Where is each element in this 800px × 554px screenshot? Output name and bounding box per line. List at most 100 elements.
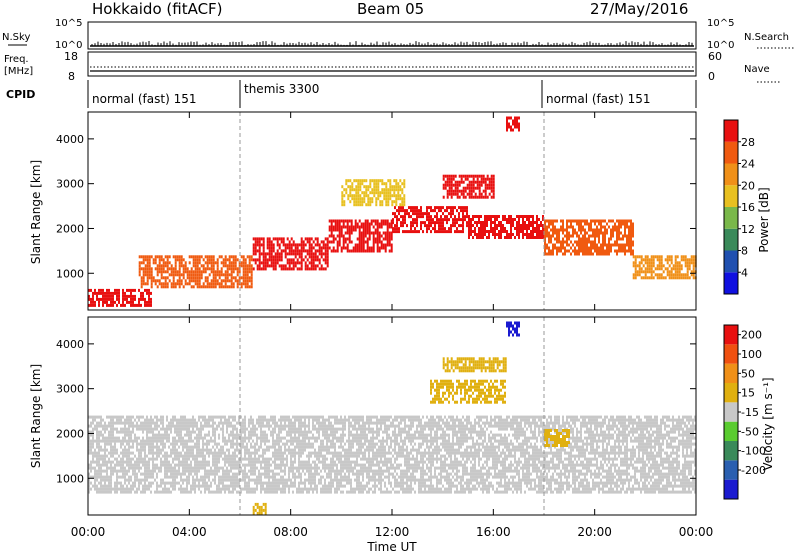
freq-tick-top: 18 [64, 50, 78, 63]
time-axis-label: Time UT [366, 540, 417, 554]
colorbar-segment [724, 163, 738, 186]
power-colorbar-label: Power [dB] [757, 187, 771, 252]
y-tick-label: 3000 [56, 383, 84, 396]
data-region-4 [328, 219, 393, 253]
colorbar-segment [724, 460, 738, 480]
cpid-segment-2: themis 3300 [244, 82, 319, 96]
data-region-11 [506, 116, 520, 132]
station-title: Hokkaido (fitACF) [92, 0, 223, 18]
x-tick-label: 00:00 [679, 525, 714, 539]
y-tick-label: 1000 [56, 472, 84, 485]
colorbar-segment [724, 185, 738, 207]
data-region-5 [252, 502, 267, 515]
velocity-colorbar: 200 100 50 15 -15 -50 -100 -200 [723, 324, 766, 500]
data-region-3 [252, 237, 329, 271]
cpid-panel: CPID normal (fast) 151 themis 3300 norma… [6, 80, 697, 108]
colorbar-segment [724, 141, 738, 164]
nsky-trace [90, 41, 694, 47]
colorbar-tick-label: -50 [741, 425, 759, 438]
colorbar-segment [724, 363, 738, 383]
y-tick-label: 3000 [56, 178, 84, 191]
data-region-9 [442, 174, 495, 199]
colorbar-segment [724, 421, 738, 441]
colorbar-segment [724, 325, 738, 345]
nsky-label: N.Sky [2, 32, 30, 43]
data-region-1 [88, 288, 152, 307]
freq-label-line2: [MHz] [4, 66, 33, 77]
velocity-colorbar-label: Velocity [m s⁻¹] [761, 377, 775, 470]
nsky-right-tick-top: 10^5 [707, 18, 734, 29]
data-region-8 [632, 255, 697, 280]
power-colorbar: 4 8 12 16 20 24 28 [723, 119, 755, 295]
data-region-4 [506, 321, 520, 337]
y-tick-label: 2000 [56, 427, 84, 440]
data-region-6 [544, 429, 570, 447]
data-region-7 [544, 219, 634, 256]
data-region-2 [138, 255, 253, 289]
data-region-6 [468, 215, 544, 239]
colorbar-segment [724, 250, 738, 273]
freq-label-line1: Freq. [4, 54, 29, 65]
power-ylabel: Slant Range [km] [29, 160, 43, 264]
colorbar-tick-label: 8 [741, 245, 748, 258]
colorbar-tick-label: 50 [741, 367, 755, 380]
colorbar-segment [724, 402, 738, 422]
power-data [88, 112, 697, 310]
y-tick-label: 4000 [56, 338, 84, 351]
velocity-panel: 1000 2000 3000 4000 Slant Range [km] 200 100… [29, 316, 775, 516]
colorbar-tick-label: -15 [741, 406, 759, 419]
colorbar-tick-label: 15 [741, 387, 755, 400]
colorbar-segment [724, 441, 738, 461]
colorbar-tick-label: 24 [741, 158, 755, 171]
data-region-2 [430, 379, 506, 404]
nsky-right-tick-bottom: 10^0 [707, 40, 734, 51]
x-tick-label: 20:00 [577, 525, 612, 539]
data-region-5 [392, 206, 468, 234]
freq-tick-bottom: 8 [68, 70, 75, 83]
colorbar-tick-label: 12 [741, 223, 755, 236]
colorbar-segment [724, 383, 738, 403]
nave-label: Nave [744, 64, 770, 75]
data-region-1 [88, 415, 696, 494]
colorbar-tick-label: 28 [741, 136, 755, 149]
cpid-segment-3: normal (fast) 151 [546, 92, 650, 106]
colorbar-tick-label: 100 [741, 348, 762, 361]
colorbar-segment [724, 228, 738, 251]
nsky-tick-bottom: 10^0 [55, 40, 82, 51]
nsearch-label: N.Search [744, 32, 789, 43]
y-tick-label: 1000 [56, 267, 84, 280]
cpid-label: CPID [6, 88, 35, 101]
data-region-3 [442, 357, 507, 373]
colorbar-segment [724, 344, 738, 364]
freq-panel: Freq. [MHz] 18 8 60 0 Nave [4, 50, 780, 83]
cpid-segment-1: normal (fast) 151 [92, 92, 196, 106]
x-tick-label: 16:00 [476, 525, 511, 539]
nave-tick-top: 60 [708, 50, 722, 63]
x-tick-label: 00:00 [71, 525, 106, 539]
colorbar-tick-label: -100 [741, 445, 766, 458]
x-tick-label: 04:00 [172, 525, 207, 539]
x-tick-label: 12:00 [375, 525, 410, 539]
velocity-data [88, 317, 696, 515]
y-tick-label: 4000 [56, 133, 84, 146]
power-panel: 1000 2000 3000 4000 Slant Range [km] 4 8 12 16… [29, 111, 771, 311]
colorbar-tick-label: 4 [741, 266, 748, 279]
x-tick-label: 08:00 [273, 525, 308, 539]
date-label: 27/May/2016 [590, 0, 688, 18]
nave-tick-bottom: 0 [708, 70, 715, 83]
colorbar-tick-label: -200 [741, 464, 766, 477]
y-tick-label: 2000 [56, 222, 84, 235]
nsky-panel: N.Sky 10^5 10^0 10^5 10^0 N.Search [2, 18, 795, 51]
time-axis: 00:00 04:00 08:00 12:00 16:00 20:00 00:00 [71, 525, 714, 539]
colorbar-segment [724, 272, 738, 294]
beam-label: Beam 05 [357, 0, 424, 18]
colorbar-segment [724, 479, 738, 499]
colorbar-tick-label: 200 [741, 329, 762, 342]
colorbar-tick-label: 16 [741, 201, 755, 214]
colorbar-tick-label: 20 [741, 179, 755, 192]
nsky-tick-top: 10^5 [55, 18, 82, 29]
data-region-10 [341, 179, 406, 207]
colorbar-segment [724, 207, 738, 229]
velocity-ylabel: Slant Range [km] [29, 364, 43, 468]
